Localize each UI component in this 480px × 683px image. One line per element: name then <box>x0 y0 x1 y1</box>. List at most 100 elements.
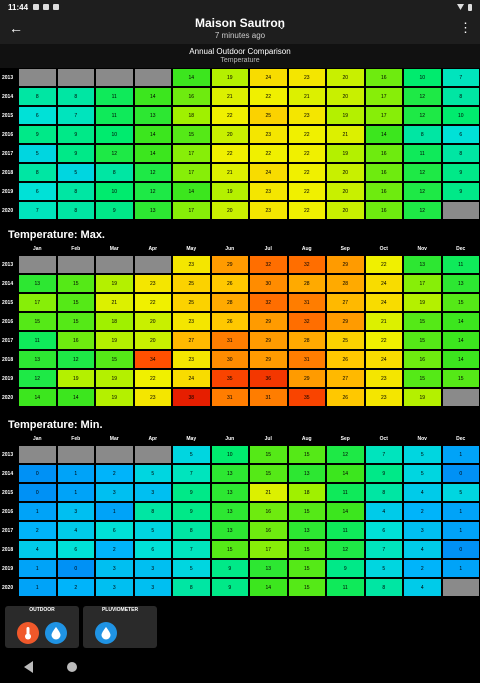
temperature-avg-heatmap-cell[interactable]: 11 <box>95 106 134 125</box>
temperature-max-heatmap-cell[interactable]: 32 <box>287 312 326 331</box>
temperature-min-heatmap-cell[interactable] <box>441 578 480 597</box>
temperature-max-heatmap-cell[interactable]: 21 <box>364 312 403 331</box>
temperature-max-heatmap-cell[interactable]: 27 <box>172 331 211 350</box>
temperature-avg-heatmap-cell[interactable]: 7 <box>18 201 57 220</box>
temperature-avg-heatmap-cell[interactable] <box>441 201 480 220</box>
temperature-avg-heatmap-cell[interactable]: 16 <box>364 68 403 87</box>
temperature-max-heatmap-cell[interactable]: 22 <box>133 369 172 388</box>
temperature-max-heatmap-cell[interactable]: 25 <box>172 274 211 293</box>
temperature-min-heatmap-cell[interactable]: 13 <box>210 464 249 483</box>
temperature-max-heatmap-cell[interactable]: 22 <box>133 293 172 312</box>
temperature-max-heatmap-cell[interactable]: 31 <box>287 350 326 369</box>
temperature-min-heatmap-cell[interactable] <box>133 445 172 464</box>
temperature-min-heatmap-cell[interactable]: 18 <box>287 483 326 502</box>
back-arrow-icon[interactable]: ← <box>9 20 23 36</box>
temperature-min-heatmap-cell[interactable]: 21 <box>249 483 288 502</box>
humidity-button[interactable] <box>45 622 67 644</box>
temperature-avg-heatmap-cell[interactable]: 13 <box>133 106 172 125</box>
temperature-avg-heatmap-cell[interactable]: 16 <box>364 163 403 182</box>
temperature-min-heatmap-cell[interactable]: 6 <box>56 540 95 559</box>
temperature-min-heatmap-cell[interactable]: 5 <box>133 521 172 540</box>
temperature-min-heatmap-cell[interactable]: 7 <box>172 540 211 559</box>
temperature-max-heatmap-cell[interactable]: 12 <box>18 369 57 388</box>
temperature-max-heatmap-cell[interactable]: 17 <box>18 293 57 312</box>
temperature-min-heatmap-cell[interactable]: 1 <box>441 559 480 578</box>
temperature-avg-heatmap-cell[interactable]: 23 <box>287 68 326 87</box>
temperature-min-heatmap-cell[interactable]: 9 <box>172 483 211 502</box>
temperature-avg-heatmap-cell[interactable]: 12 <box>133 163 172 182</box>
outdoor-card[interactable]: OUTDOOR <box>5 606 79 648</box>
temperature-min-heatmap-cell[interactable]: 9 <box>210 559 249 578</box>
temperature-min-heatmap-cell[interactable] <box>95 445 134 464</box>
temperature-min-heatmap-cell[interactable]: 15 <box>287 502 326 521</box>
temperature-max-heatmap-cell[interactable]: 24 <box>364 350 403 369</box>
thermometer-button[interactable] <box>17 622 39 644</box>
temperature-max-heatmap-cell[interactable]: 21 <box>95 293 134 312</box>
temperature-max-heatmap-cell[interactable]: 12 <box>56 350 95 369</box>
temperature-avg-heatmap-cell[interactable]: 19 <box>210 182 249 201</box>
temperature-min-heatmap-cell[interactable]: 2 <box>56 578 95 597</box>
temperature-min-heatmap-cell[interactable]: 0 <box>18 464 57 483</box>
temperature-avg-heatmap-cell[interactable]: 5 <box>56 163 95 182</box>
temperature-min-heatmap-cell[interactable]: 8 <box>133 502 172 521</box>
temperature-max-heatmap-cell[interactable]: 30 <box>249 274 288 293</box>
temperature-avg-heatmap-cell[interactable]: 22 <box>210 106 249 125</box>
temperature-max-heatmap-cell[interactable] <box>18 255 57 274</box>
temperature-min-heatmap-cell[interactable]: 1 <box>18 502 57 521</box>
temperature-avg-heatmap-cell[interactable]: 17 <box>172 144 211 163</box>
rain-button[interactable] <box>95 622 117 644</box>
temperature-max-heatmap-cell[interactable]: 15 <box>95 350 134 369</box>
temperature-min-heatmap-cell[interactable]: 9 <box>210 578 249 597</box>
temperature-avg-heatmap-cell[interactable]: 16 <box>364 182 403 201</box>
temperature-min-heatmap-cell[interactable]: 3 <box>95 559 134 578</box>
temperature-min-heatmap-cell[interactable]: 2 <box>95 540 134 559</box>
temperature-min-heatmap-cell[interactable]: 16 <box>249 521 288 540</box>
temperature-max-heatmap-cell[interactable]: 30 <box>210 350 249 369</box>
temperature-avg-heatmap-cell[interactable]: 9 <box>18 125 57 144</box>
temperature-avg-heatmap-cell[interactable]: 15 <box>172 125 211 144</box>
temperature-min-heatmap-cell[interactable]: 6 <box>133 540 172 559</box>
temperature-max-heatmap-cell[interactable]: 29 <box>287 369 326 388</box>
temperature-avg-heatmap-cell[interactable]: 14 <box>133 125 172 144</box>
temperature-min-heatmap-cell[interactable]: 7 <box>172 464 211 483</box>
temperature-min-heatmap-cell[interactable]: 1 <box>56 464 95 483</box>
temperature-min-heatmap-cell[interactable]: 9 <box>364 464 403 483</box>
temperature-avg-heatmap-cell[interactable]: 9 <box>56 125 95 144</box>
temperature-max-heatmap-cell[interactable]: 24 <box>172 369 211 388</box>
temperature-avg-heatmap-cell[interactable]: 20 <box>326 163 365 182</box>
temperature-min-heatmap-cell[interactable]: 3 <box>56 502 95 521</box>
temperature-max-heatmap-cell[interactable]: 15 <box>441 369 480 388</box>
temperature-avg-heatmap-cell[interactable]: 14 <box>133 87 172 106</box>
temperature-max-heatmap-cell[interactable]: 15 <box>56 293 95 312</box>
temperature-max-heatmap-cell[interactable]: 27 <box>326 293 365 312</box>
temperature-avg-heatmap-cell[interactable]: 12 <box>403 163 442 182</box>
temperature-avg-heatmap-cell[interactable]: 22 <box>287 144 326 163</box>
temperature-max-heatmap-cell[interactable]: 32 <box>249 293 288 312</box>
temperature-min-heatmap-cell[interactable]: 13 <box>287 464 326 483</box>
temperature-max-heatmap-cell[interactable]: 31 <box>249 388 288 407</box>
temperature-min-heatmap-cell[interactable]: 3 <box>95 483 134 502</box>
temperature-avg-heatmap-cell[interactable]: 8 <box>403 125 442 144</box>
temperature-avg-heatmap-cell[interactable] <box>95 68 134 87</box>
temperature-max-heatmap-cell[interactable]: 23 <box>364 388 403 407</box>
temperature-min-heatmap-cell[interactable]: 5 <box>172 559 211 578</box>
temperature-min-heatmap-cell[interactable]: 10 <box>210 445 249 464</box>
temperature-min-heatmap-cell[interactable]: 0 <box>56 559 95 578</box>
temperature-min-heatmap-cell[interactable]: 1 <box>18 578 57 597</box>
temperature-max-heatmap-cell[interactable]: 15 <box>56 312 95 331</box>
temperature-max-heatmap-cell[interactable]: 29 <box>249 312 288 331</box>
temperature-max-heatmap-cell[interactable]: 19 <box>403 293 442 312</box>
temperature-min-heatmap-cell[interactable]: 14 <box>326 464 365 483</box>
temperature-min-heatmap-cell[interactable]: 13 <box>210 502 249 521</box>
temperature-min-heatmap-cell[interactable]: 4 <box>18 540 57 559</box>
temperature-max-heatmap-cell[interactable]: 28 <box>326 274 365 293</box>
temperature-avg-heatmap-cell[interactable]: 21 <box>210 163 249 182</box>
temperature-avg-heatmap-cell[interactable]: 22 <box>210 144 249 163</box>
temperature-max-heatmap-cell[interactable] <box>56 255 95 274</box>
temperature-avg-heatmap-cell[interactable]: 10 <box>95 125 134 144</box>
temperature-max-heatmap-cell[interactable]: 15 <box>18 312 57 331</box>
temperature-max-heatmap-cell[interactable]: 26 <box>326 388 365 407</box>
temperature-avg-heatmap-cell[interactable]: 21 <box>326 125 365 144</box>
temperature-max-heatmap-cell[interactable]: 27 <box>326 369 365 388</box>
temperature-min-heatmap-cell[interactable]: 15 <box>287 559 326 578</box>
